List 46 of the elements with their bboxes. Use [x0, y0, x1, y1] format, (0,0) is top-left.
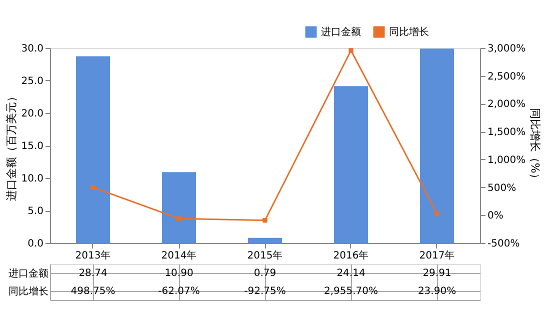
bar: [420, 48, 454, 243]
y-tick-label: 30.0: [21, 44, 44, 54]
bar: [248, 238, 282, 243]
x-tick-label: 2017年: [419, 250, 455, 262]
data-label: 28.74: [78, 268, 108, 279]
y-tick-label: 25.0: [21, 76, 44, 87]
y2-tick-label: 3,000%: [488, 44, 526, 54]
bar: [76, 56, 110, 243]
x-tick-label: 2016年: [333, 250, 369, 262]
legend-label: 进口金额: [321, 26, 361, 38]
y2-tick-label: 0%: [488, 210, 504, 222]
data-label: 2,955.70%: [324, 286, 378, 297]
text: 进口金额: [8, 268, 48, 280]
data-label: 0.79: [254, 268, 276, 279]
data-label: 10.90: [164, 268, 194, 279]
data-label: 24.14: [336, 268, 366, 279]
y2-tick-label: 1,500%: [488, 127, 526, 138]
data-label: 29.91: [422, 268, 452, 279]
text: 同比增长: [8, 286, 48, 298]
y2-axis-title: 同比增长（%）: [528, 108, 542, 184]
x-tick-label: 2014年: [161, 250, 197, 262]
y-axis-title: 进口金额（百万美元）: [5, 91, 18, 201]
y-tick-label: 20.0: [21, 108, 44, 120]
data-label: 498.75%: [70, 286, 116, 297]
legend-label: 同比增长: [389, 26, 429, 38]
y2-tick-label: 1,000%: [488, 154, 526, 166]
data-label: -62.07%: [158, 286, 200, 297]
y2-tick-label: -500%: [488, 238, 520, 250]
y-tick-label: 5.0: [28, 206, 44, 217]
point: [348, 48, 354, 53]
point: [434, 211, 440, 216]
y-tick-label: 10.0: [21, 174, 44, 184]
data-label: -92.75%: [244, 286, 286, 297]
y-tick-label: 0.0: [28, 238, 44, 250]
bar: [162, 172, 196, 243]
data-label: 23.90%: [418, 286, 456, 297]
y2-tick-label: 2,500%: [488, 71, 526, 82]
y2-tick-label: 500%: [488, 182, 516, 194]
point: [90, 185, 96, 190]
y-tick-label: 15.0: [21, 141, 44, 152]
point: [262, 218, 268, 223]
point: [176, 216, 182, 221]
y2-tick-label: 2,000%: [488, 99, 526, 110]
bar: [334, 86, 368, 243]
x-tick-label: 2013年: [75, 250, 111, 262]
x-tick-label: 2015年: [247, 250, 283, 262]
